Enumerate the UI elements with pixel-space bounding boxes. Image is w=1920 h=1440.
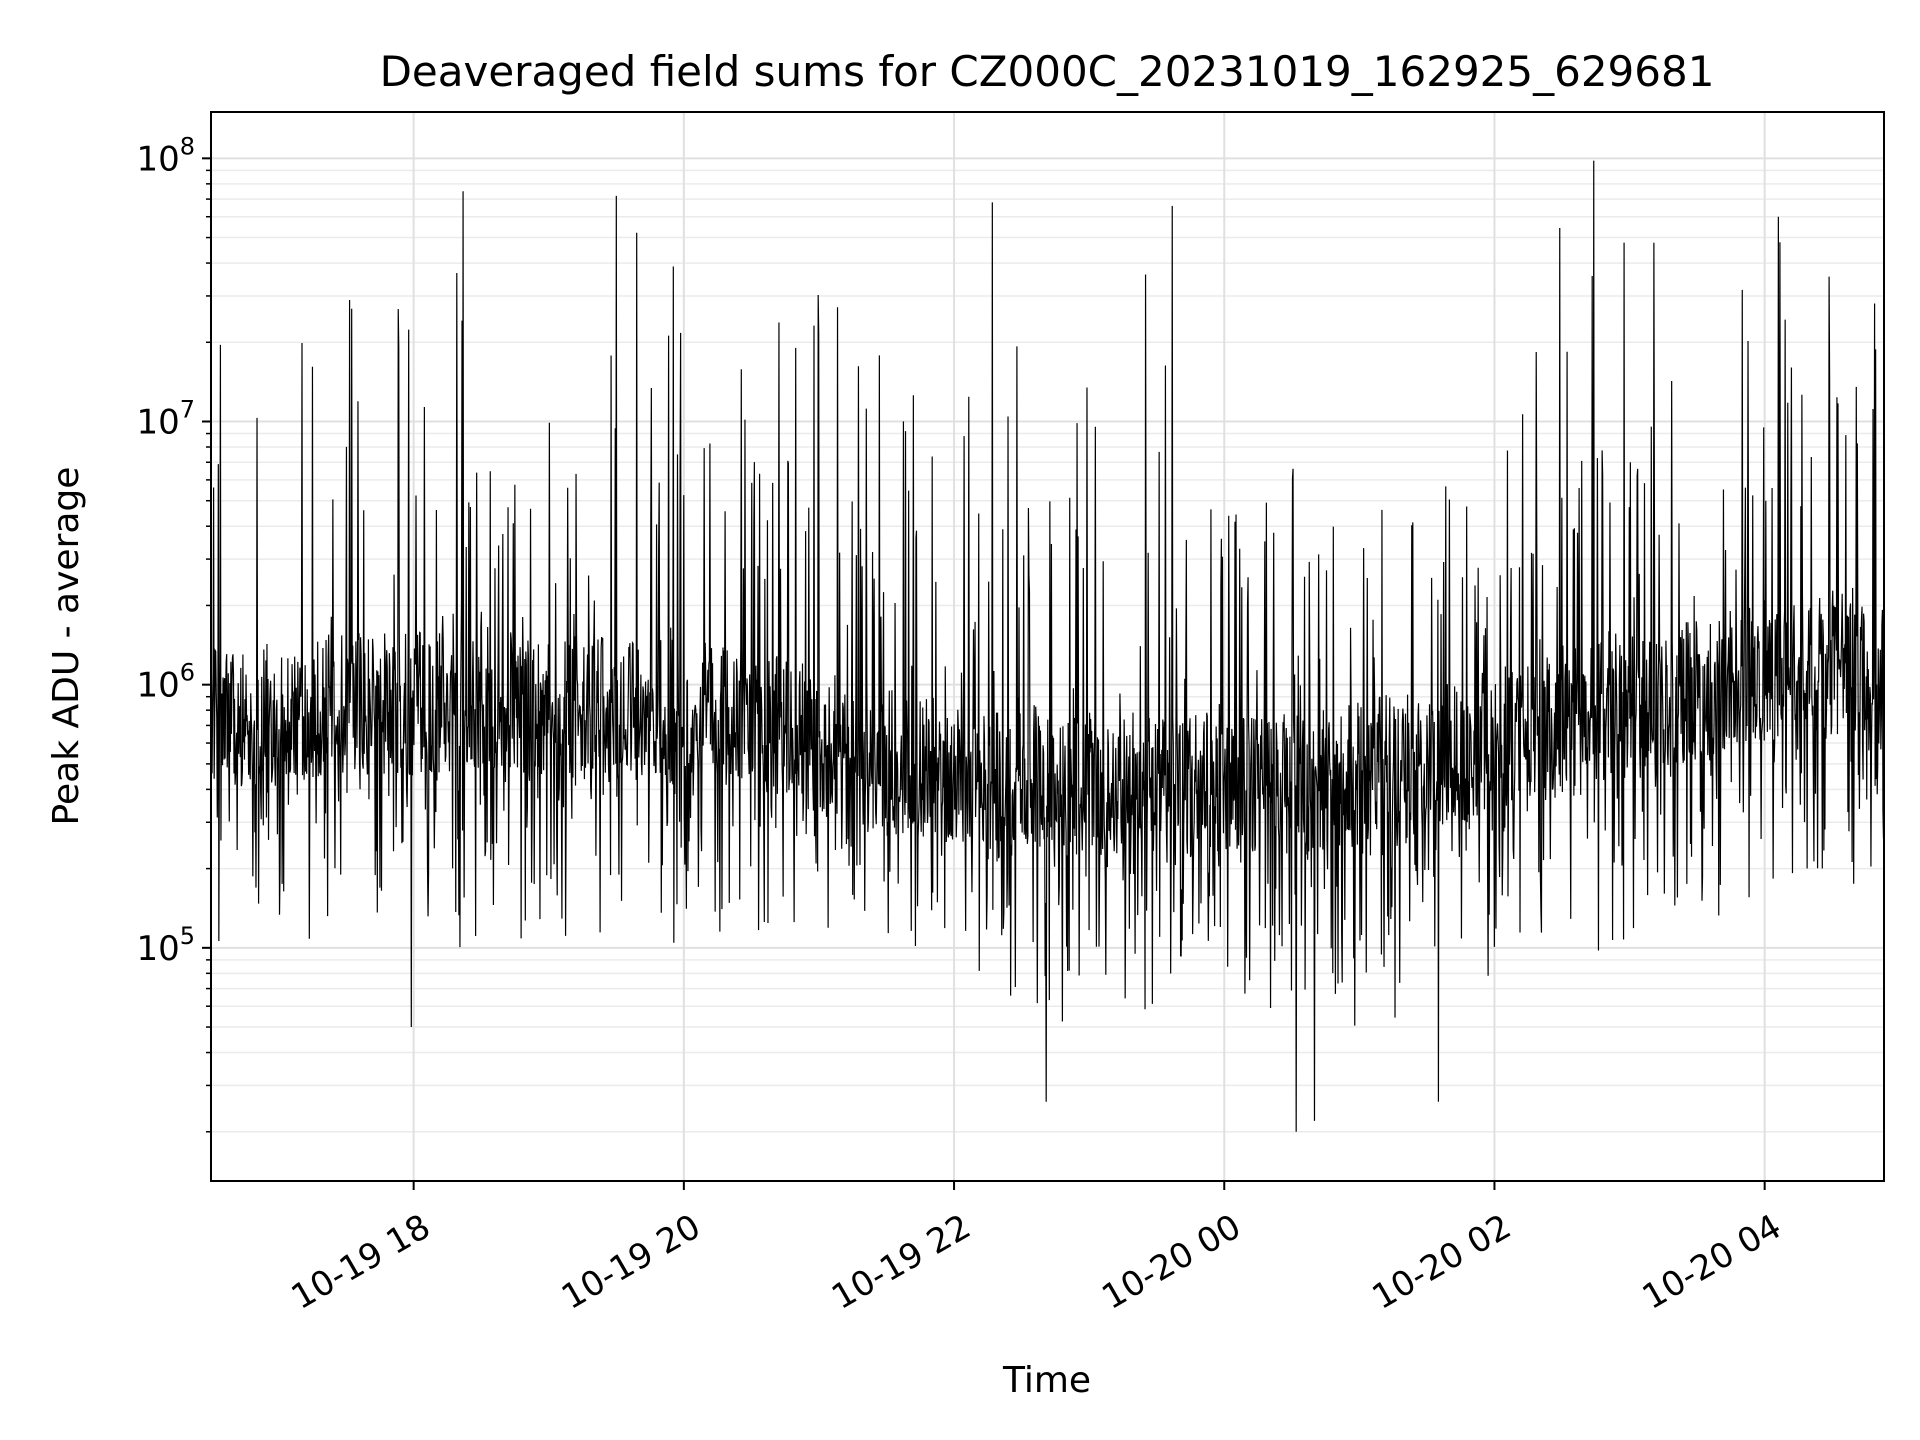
- series-line: [210, 160, 1885, 1132]
- series-layer: [210, 160, 1885, 1132]
- chart-title: Deaveraged field sums for CZ000C_2023101…: [380, 47, 1715, 96]
- plot-frame: [210, 111, 1885, 1182]
- major-grid: [211, 112, 1884, 1181]
- y-tick-label: 108: [136, 132, 195, 179]
- y-tick-label: 105: [136, 922, 195, 969]
- y-tick-label: 107: [136, 396, 195, 443]
- y-axis: 105 106 107 108: [136, 132, 211, 1133]
- y-axis-label: Peak ADU - average: [46, 467, 87, 826]
- y-tick-label: 106: [136, 659, 195, 706]
- x-axis-label: Time: [1002, 1360, 1091, 1401]
